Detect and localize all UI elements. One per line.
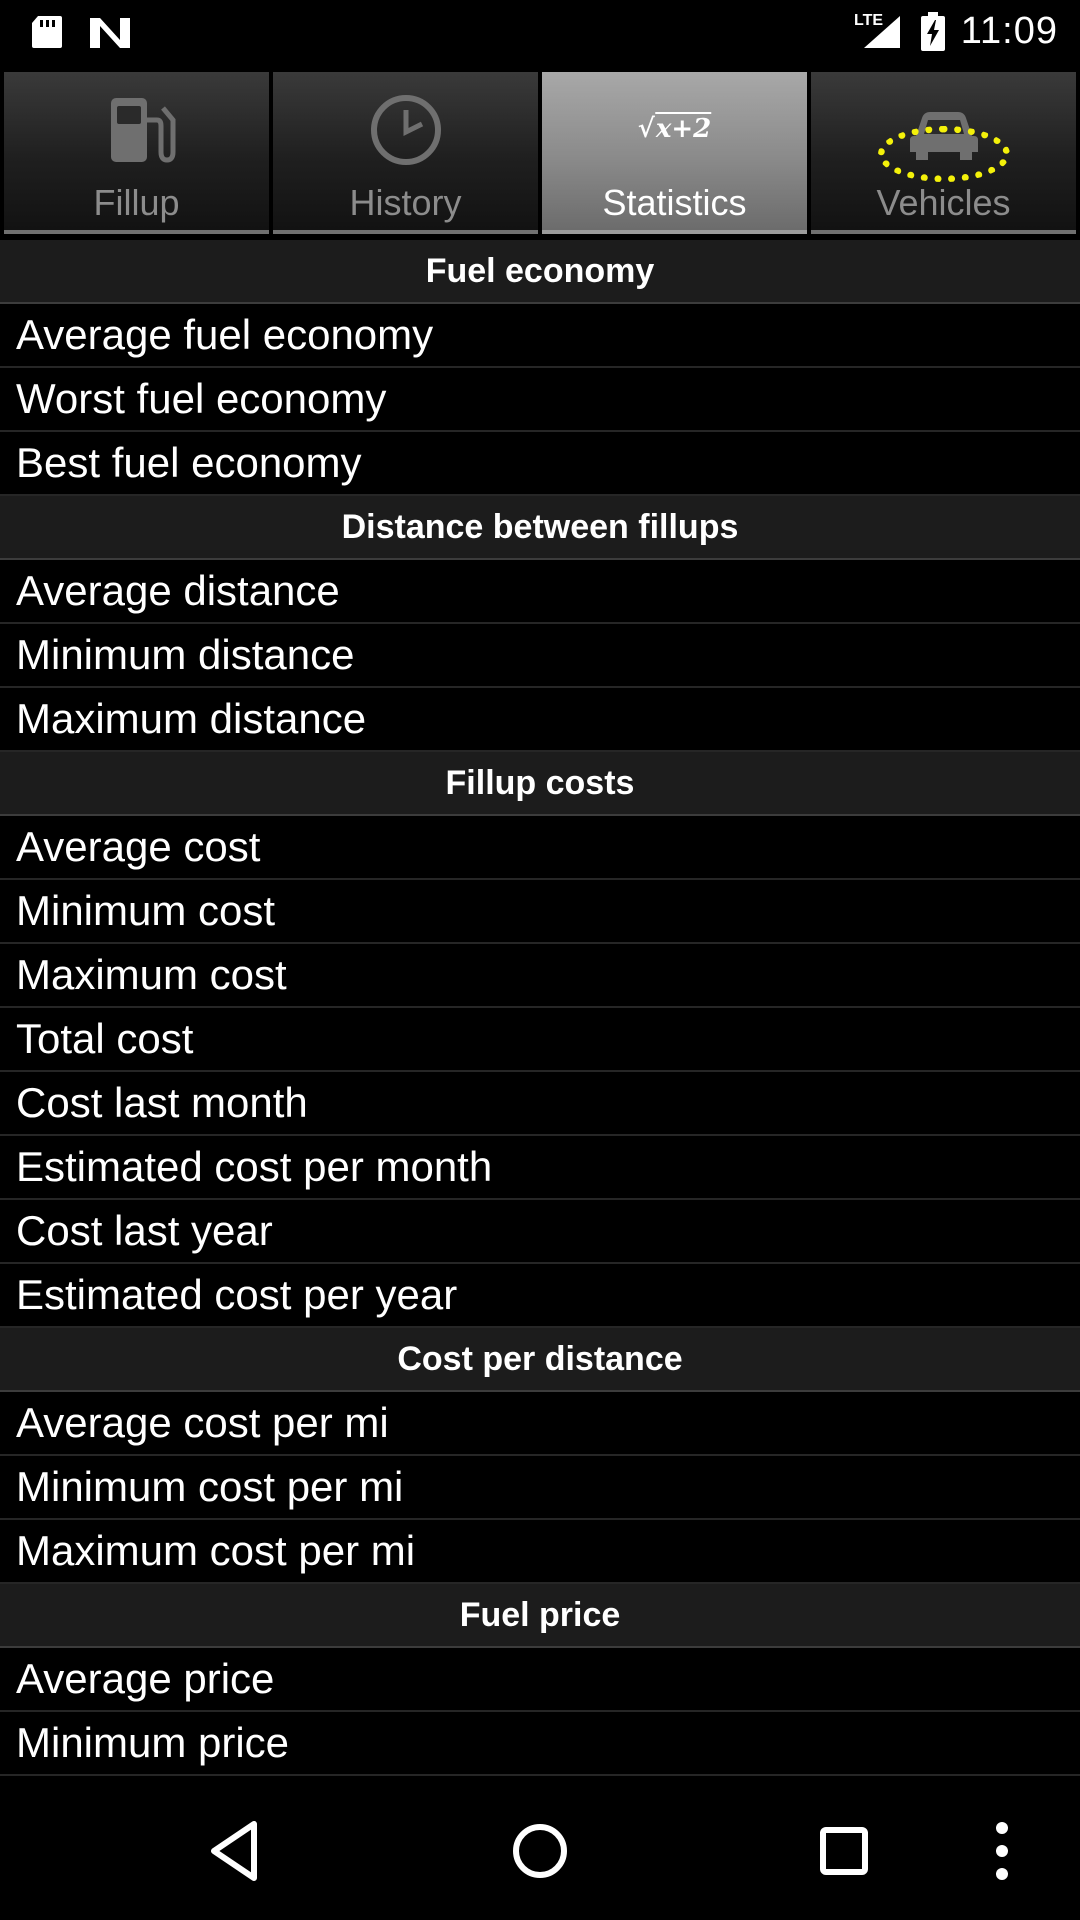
list-item[interactable]: Cost last month [0, 1072, 1080, 1136]
list-item[interactable]: Average distance [0, 560, 1080, 624]
list-item[interactable]: Minimum cost [0, 880, 1080, 944]
section-header-fillup-costs: Fillup costs [0, 752, 1080, 816]
status-clock: 11:09 [960, 10, 1058, 52]
list-item[interactable]: Estimated cost per year [0, 1264, 1080, 1328]
section-header-fuel-economy: Fuel economy [0, 240, 1080, 304]
status-bar: LTE 11:09 [0, 0, 1080, 64]
overflow-menu-icon[interactable] [980, 1806, 1024, 1896]
fuel-pump-icon [110, 98, 175, 163]
list-item[interactable]: Minimum price [0, 1712, 1080, 1776]
list-item[interactable]: Total cost [0, 1008, 1080, 1072]
tab-bar: Fillup History √x+2 Statistics Vehicles [0, 72, 1080, 238]
list-item[interactable]: Minimum distance [0, 624, 1080, 688]
statistics-list: Fuel economy Average fuel economy Worst … [0, 240, 1080, 1776]
list-item[interactable]: Average price [0, 1648, 1080, 1712]
sd-card-icon [32, 16, 62, 48]
recents-icon[interactable] [799, 1806, 889, 1896]
list-item[interactable]: Cost last year [0, 1200, 1080, 1264]
tab-statistics[interactable]: √x+2 Statistics [542, 72, 807, 234]
notification-n-icon [90, 18, 130, 48]
formula-text: x+2 [654, 112, 712, 144]
signal-strength-icon [864, 16, 900, 48]
list-item[interactable]: Average fuel economy [0, 304, 1080, 368]
tab-label: Statistics [602, 182, 747, 223]
section-header-distance: Distance between fillups [0, 496, 1080, 560]
list-item[interactable]: Worst fuel economy [0, 368, 1080, 432]
tab-label: Fillup [93, 182, 180, 223]
tab-fillup[interactable]: Fillup [4, 72, 269, 234]
list-item[interactable]: Estimated cost per month [0, 1136, 1080, 1200]
tab-history[interactable]: History [273, 72, 538, 234]
tab-label: Vehicles [876, 182, 1011, 223]
home-icon[interactable] [495, 1806, 585, 1896]
battery-charging-icon [921, 12, 945, 51]
section-header-cost-per-distance: Cost per distance [0, 1328, 1080, 1392]
list-item[interactable]: Minimum cost per mi [0, 1456, 1080, 1520]
list-item[interactable]: Average cost per mi [0, 1392, 1080, 1456]
list-item[interactable]: Maximum cost [0, 944, 1080, 1008]
highlight-ring [877, 126, 1010, 182]
navigation-bar [0, 1782, 1080, 1920]
clock-icon [370, 95, 441, 165]
back-icon[interactable] [192, 1806, 282, 1896]
tab-vehicles[interactable]: Vehicles [811, 72, 1076, 234]
list-item[interactable]: Best fuel economy [0, 432, 1080, 496]
list-item[interactable]: Average cost [0, 816, 1080, 880]
list-item[interactable]: Maximum cost per mi [0, 1520, 1080, 1584]
network-type-label: LTE [854, 12, 884, 29]
section-header-fuel-price: Fuel price [0, 1584, 1080, 1648]
list-item[interactable]: Maximum distance [0, 688, 1080, 752]
sqrt-formula-icon: √x+2 [637, 112, 712, 144]
tab-label: History [349, 182, 462, 223]
